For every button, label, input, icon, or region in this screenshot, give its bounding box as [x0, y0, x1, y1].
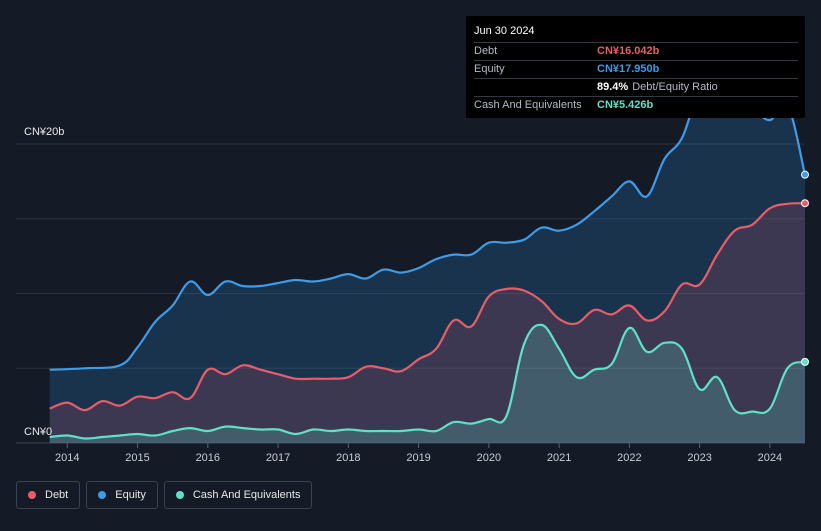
- x-axis-tick-label: 2019: [406, 452, 430, 464]
- x-axis-tick-label: 2018: [336, 452, 360, 464]
- chart-legend: Debt Equity Cash And Equivalents: [16, 481, 313, 509]
- debt-dot-icon: [28, 491, 36, 499]
- tooltip-equity-label: Equity: [474, 63, 505, 75]
- equity-line: [49, 88, 807, 371]
- legend-cash-label: Cash And Equivalents: [192, 489, 301, 501]
- debt-area: [49, 203, 805, 443]
- x-axis-tick-label: 2017: [266, 452, 290, 464]
- x-axis-tick-label: 2024: [758, 452, 782, 464]
- x-axis-tick-label: 2015: [125, 452, 149, 464]
- x-axis-tick-label: 2023: [687, 452, 711, 464]
- tooltip-row-ratio: 89.4% Debt/Equity Ratio: [474, 78, 798, 96]
- x-axis-tick-label: 2022: [617, 452, 641, 464]
- x-axis-tick-label: 2016: [196, 452, 220, 464]
- equity-end-marker: [801, 170, 809, 179]
- cash-area: [49, 324, 805, 443]
- debt-end-marker: [801, 199, 809, 208]
- tooltip-cash-value: CN¥5.426b: [597, 99, 654, 111]
- tooltip-debt-value: CN¥16.042b: [597, 45, 660, 57]
- tooltip-ratio-label: Debt/Equity Ratio: [632, 81, 718, 93]
- tooltip-cash-label: Cash And Equivalents: [474, 99, 582, 111]
- legend-item-cash[interactable]: Cash And Equivalents: [163, 481, 313, 509]
- legend-item-equity[interactable]: Equity: [86, 481, 158, 509]
- tooltip-row-debt: Debt CN¥16.042b: [474, 42, 798, 60]
- cash-dot-icon: [175, 491, 184, 499]
- x-axis-tick-label: 2020: [477, 452, 501, 464]
- y-axis-bottom-label: CN¥0: [24, 426, 52, 438]
- cash-line: [49, 323, 806, 440]
- legend-debt-label: Debt: [45, 489, 69, 501]
- legend-equity-label: Equity: [115, 489, 146, 501]
- tooltip-row-cash: Cash And Equivalents CN¥5.426b: [474, 96, 798, 114]
- tooltip-panel: Jun 30 2024 Debt CN¥16.042b Equity CN¥17…: [466, 16, 805, 118]
- cash-end-marker: [801, 357, 809, 366]
- tooltip-row-equity: Equity CN¥17.950b: [474, 60, 798, 78]
- tooltip-equity-value: CN¥17.950b: [597, 63, 660, 75]
- x-axis-tick-label: 2021: [547, 452, 571, 464]
- y-axis-top-label: CN¥20b: [24, 126, 64, 138]
- legend-item-debt[interactable]: Debt: [16, 481, 81, 509]
- tooltip-ratio-value: 89.4%: [597, 81, 629, 93]
- x-axis-tick-label: 2014: [55, 452, 79, 464]
- tooltip-date: Jun 30 2024: [474, 25, 535, 37]
- tooltip-debt-label: Debt: [474, 45, 498, 57]
- equity-dot-icon: [98, 491, 107, 499]
- debt-line: [49, 202, 806, 412]
